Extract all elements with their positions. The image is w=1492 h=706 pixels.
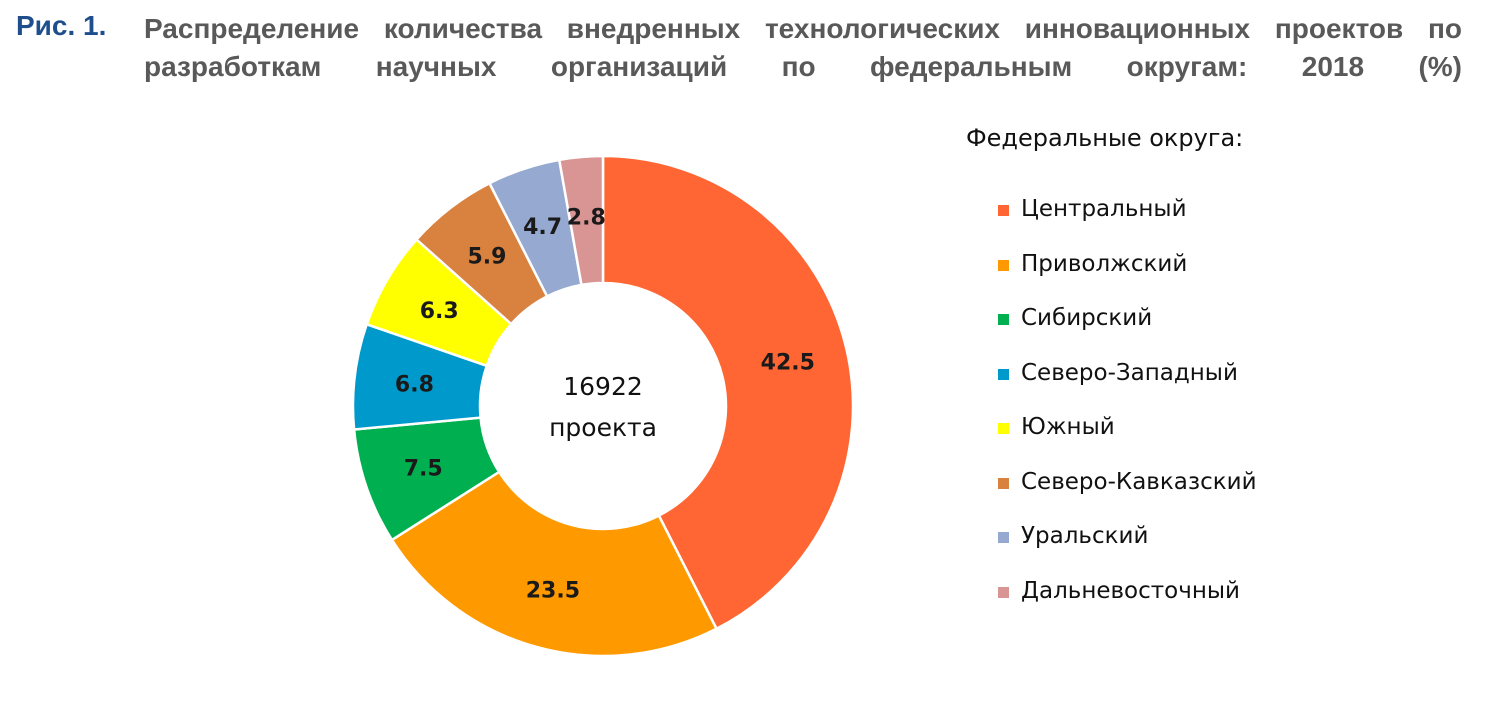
slice-value-label: 5.9	[468, 245, 507, 270]
legend-item: Сибирский	[998, 305, 1257, 360]
legend-item: Центральный	[998, 196, 1257, 251]
donut-slice	[390, 470, 719, 658]
legend-title: Федеральные округа:	[966, 124, 1244, 152]
legend-swatch	[998, 423, 1009, 434]
legend-item: Южный	[998, 414, 1257, 469]
legend-item-label: Сибирский	[1021, 305, 1153, 331]
figure-label: Рис. 1.	[16, 10, 107, 41]
center-total-unit: проекта	[549, 413, 657, 442]
slice-value-label: 2.8	[567, 206, 606, 231]
legend-item-label: Приволжский	[1021, 250, 1188, 277]
legend-item-label: Дальневосточный	[1021, 577, 1240, 604]
legend-item: Северо-Кавказский	[998, 469, 1257, 524]
legend-swatch	[998, 314, 1009, 325]
legend-item-label: Северо-Западный	[1021, 359, 1238, 386]
legend-swatch	[998, 205, 1009, 216]
donut-slice	[557, 154, 605, 287]
slice-value-label: 4.7	[523, 215, 562, 240]
legend-swatch	[998, 259, 1009, 271]
value-labels-layer: 42.5 23.5 7.5 6.8 6.3 5.9 4.7 2.8	[395, 206, 815, 604]
legend-item-label: Уральский	[1021, 523, 1149, 549]
legend-item: Приволжский	[998, 251, 1257, 306]
legend-item-label: Северо-Кавказский	[1021, 468, 1257, 495]
legend-item-label: Центральный	[1021, 196, 1187, 222]
legend-swatch	[998, 477, 1009, 489]
figure-title: Распределение количества внедренных техн…	[144, 13, 1462, 82]
slice-value-label: 42.5	[761, 351, 815, 376]
donut-slice	[601, 154, 855, 631]
legend-swatch	[998, 586, 1009, 598]
slice-value-label: 6.8	[395, 372, 434, 397]
legend-swatch	[998, 368, 1009, 380]
slice-value-label: 23.5	[526, 578, 580, 603]
legend: Федеральные округа: Центральный Приволжск…	[966, 124, 1257, 632]
slice-value-label: 7.5	[404, 457, 443, 482]
legend-item: Уральский	[998, 523, 1257, 578]
legend-swatch	[998, 532, 1009, 543]
legend-item-label: Южный	[1021, 414, 1115, 440]
legend-item: Северо-Западный	[998, 360, 1257, 415]
slices-layer	[351, 154, 855, 658]
center-total-value: 16922	[563, 372, 643, 401]
legend-item: Дальневосточный	[998, 578, 1257, 633]
legend-list: Центральный Приволжский Сибирский Северо-За…	[998, 196, 1257, 632]
slice-value-label: 6.3	[420, 299, 459, 324]
